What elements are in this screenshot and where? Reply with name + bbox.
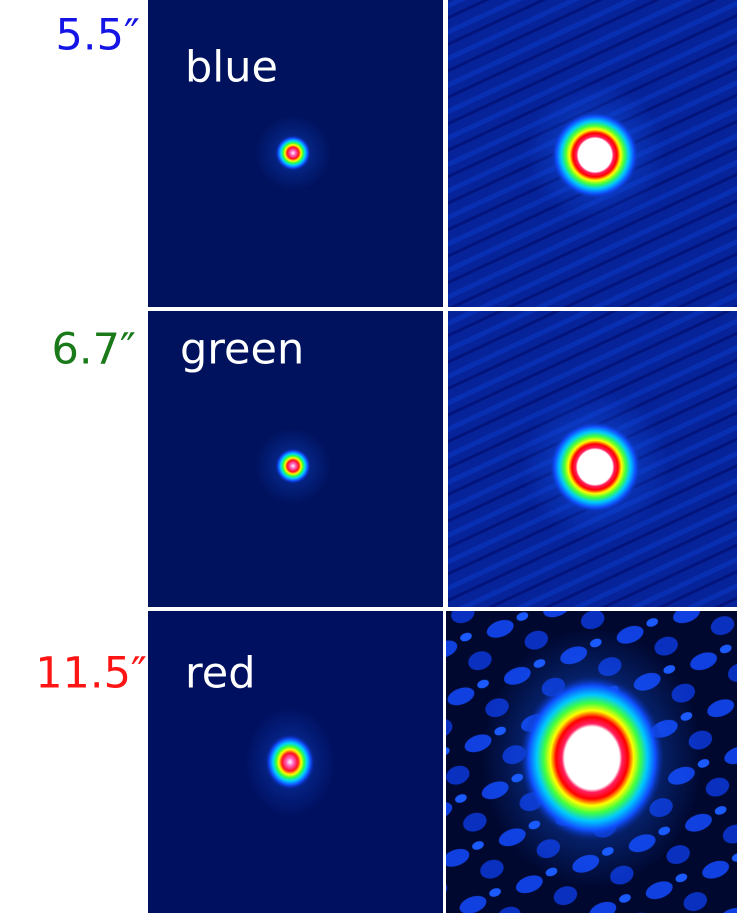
source	[275, 135, 311, 171]
source	[549, 421, 641, 513]
band-label: blue	[185, 43, 278, 93]
source	[275, 448, 311, 484]
source	[520, 676, 664, 840]
source	[551, 111, 639, 199]
band-label: green	[180, 325, 304, 375]
source	[265, 734, 315, 790]
figure: 5.5″ blue 6.7″ green 11.5″ red	[0, 0, 737, 913]
band-label: red	[185, 649, 255, 699]
resolution-label: 5.5″	[56, 11, 140, 61]
resolution-label: 11.5″	[35, 649, 147, 699]
resolution-label: 6.7″	[52, 325, 136, 375]
